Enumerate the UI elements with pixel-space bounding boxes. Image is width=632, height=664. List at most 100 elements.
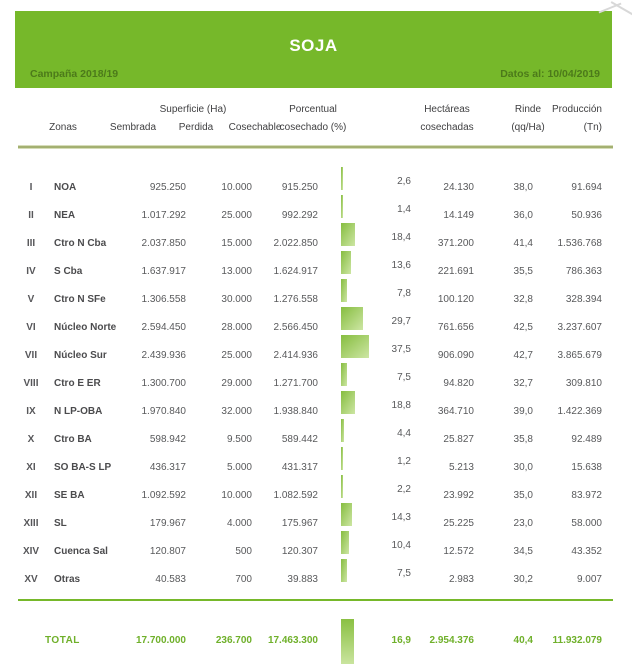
row-zone-number: XIV [22,546,40,557]
row-perdida-value: 25.000 [221,210,252,221]
row-pct-value: 7,5 [397,568,411,579]
row-produccion-value: 92.489 [571,434,602,445]
total-perdida-value: 236.700 [215,635,252,646]
pct-bar [341,167,343,190]
row-zone-number: IV [26,266,36,277]
pct-bar [341,279,347,302]
row-sembrada-value: 179.967 [149,518,186,529]
row-produccion-value: 3.237.607 [557,322,603,333]
row-sembrada-value: 2.594.450 [141,322,187,333]
table-row: VIII Ctro E ER 1.300.700 29.000 1.271.70… [0,363,632,398]
total-pct-value: 16,9 [391,635,411,646]
row-sembrada-value: 1.970.840 [141,406,187,417]
row-pct-value: 1,2 [397,456,411,467]
col-header-hectareas-sub: cosechadas [420,122,474,133]
col-header-produccion-sub: (Tn) [583,122,602,133]
row-perdida-value: 32.000 [221,406,252,417]
pct-bar [341,475,343,498]
row-perdida-value: 30.000 [221,294,252,305]
pct-bar [341,335,370,358]
col-header-zonas: Zonas [49,122,77,133]
col-header-rinde-sub: (qq/Ha) [511,122,545,133]
row-rinde-value: 35,0 [513,490,533,501]
row-pct-value: 4,4 [397,428,411,439]
pct-bar [341,195,343,218]
row-sembrada-value: 40.583 [155,574,186,585]
table-row: II NEA 1.017.292 25.000 992.292 1,4 14.1… [0,195,632,230]
table-row: XII SE BA 1.092.592 10.000 1.082.592 2,2… [0,475,632,510]
row-perdida-value: 4.000 [226,518,252,529]
row-rinde-value: 39,0 [513,406,533,417]
row-sembrada-value: 1.092.592 [141,490,187,501]
row-hectareas-value: 25.225 [443,518,474,529]
row-hectareas-value: 23.992 [443,490,474,501]
row-hectareas-value: 364.710 [437,406,474,417]
total-produccion-value: 11.932.079 [552,635,603,646]
row-cosechable-value: 2.022.850 [273,238,319,249]
row-produccion-value: 9.007 [576,574,602,585]
row-zone-name: Cuenca Sal [54,546,108,557]
row-rinde-value: 23,0 [513,518,533,529]
row-perdida-value: 13.000 [221,266,252,277]
row-zone-name: SO BA-S LP [54,462,112,473]
col-header-rinde: Rinde [514,104,542,115]
row-perdida-value: 9.500 [226,434,252,445]
row-produccion-value: 15.638 [571,462,602,473]
row-zone-number: II [28,210,34,221]
row-zone-number: IX [26,406,36,417]
col-header-perdida: Perdida [178,122,214,133]
row-rinde-value: 36,0 [513,210,533,221]
row-zone-number: VII [24,350,38,361]
total-label: TOTAL [45,635,80,646]
table-row: III Ctro N Cba 2.037.850 15.000 2.022.85… [0,223,632,258]
row-zone-number: I [29,182,33,193]
row-produccion-value: 3.865.679 [557,350,603,361]
pct-bar [341,391,356,414]
row-zone-number: V [27,294,35,305]
row-hectareas-value: 25.827 [443,434,474,445]
row-perdida-value: 500 [235,546,252,557]
row-zone-name: Núcleo Norte [54,322,117,333]
row-cosechable-value: 915.250 [281,182,318,193]
pct-bar [341,419,345,442]
row-produccion-value: 1.536.768 [557,238,603,249]
total-sembrada-value: 17.700.000 [135,635,186,646]
row-cosechable-value: 39.883 [287,574,318,585]
row-produccion-value: 43.352 [571,546,602,557]
row-zone-number: X [27,434,35,445]
table-row: IX N LP-OBA 1.970.840 32.000 1.938.840 1… [0,391,632,426]
row-rinde-value: 42,7 [513,350,533,361]
table-row: XI SO BA-S LP 436.317 5.000 431.317 1,2 … [0,447,632,482]
row-produccion-value: 91.694 [571,182,602,193]
total-divider [18,599,613,601]
row-pct-value: 2,6 [397,176,411,187]
row-pct-value: 14,3 [391,512,411,523]
row-zone-number: III [26,238,36,249]
pct-bar [341,559,347,582]
row-hectareas-value: 94.820 [443,378,474,389]
col-header-sembrada: Sembrada [109,122,157,133]
total-row: TOTAL 17.700.000 236.700 17.463.300 16,9… [0,627,632,655]
row-rinde-value: 30,0 [513,462,533,473]
row-hectareas-value: 5.213 [448,462,474,473]
pct-bar [341,531,349,554]
pct-bar [341,363,347,386]
row-hectareas-value: 371.200 [437,238,474,249]
row-sembrada-value: 2.439.936 [141,350,187,361]
row-cosechable-value: 2.566.450 [273,322,319,333]
row-cosechable-value: 120.307 [281,546,318,557]
row-produccion-value: 83.972 [571,490,602,501]
row-hectareas-value: 14.149 [443,210,474,221]
table-row: X Ctro BA 598.942 9.500 589.442 4,4 25.8… [0,419,632,454]
row-produccion-value: 786.363 [565,266,602,277]
row-pct-value: 29,7 [391,316,411,327]
row-cosechable-value: 1.271.700 [273,378,319,389]
row-rinde-value: 35,5 [513,266,533,277]
data-date-label: Datos al: 10/04/2019 [500,68,600,80]
row-rinde-value: 32,7 [513,378,533,389]
row-pct-value: 2,2 [397,484,411,495]
table-row: VI Núcleo Norte 2.594.450 28.000 2.566.4… [0,307,632,342]
table-row: VII Núcleo Sur 2.439.936 25.000 2.414.93… [0,335,632,370]
row-sembrada-value: 925.250 [149,182,186,193]
row-produccion-value: 328.394 [565,294,602,305]
